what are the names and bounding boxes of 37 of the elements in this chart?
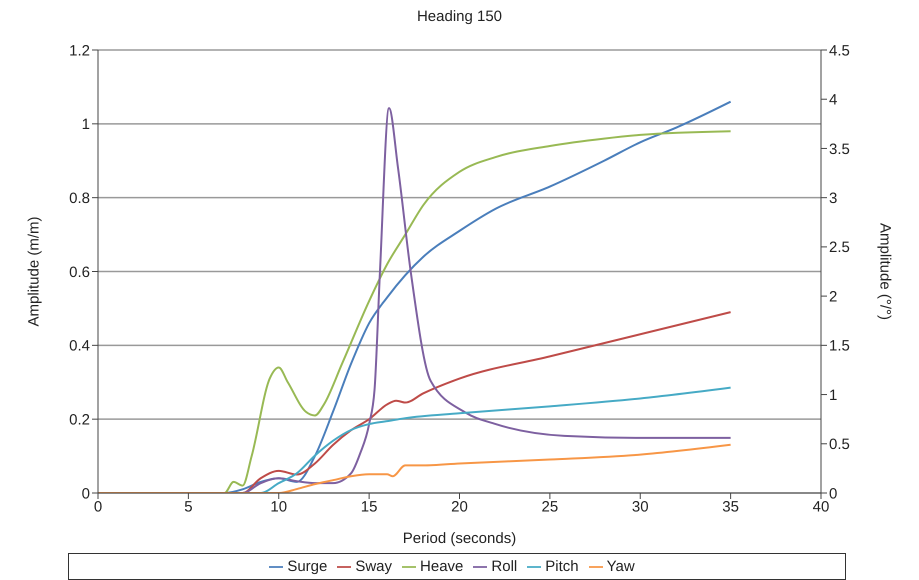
y-tick-label: 0	[82, 485, 90, 502]
y-tick-label: 1.2	[69, 42, 90, 60]
y2-tick-label: 1.5	[829, 338, 850, 355]
y2-tick-label: 4	[829, 92, 838, 109]
y2-tick-label: 2.5	[829, 239, 850, 256]
x-tick-label: 25	[542, 498, 558, 516]
y2-tick-label: 0.5	[829, 436, 850, 454]
x-tick-label: 10	[270, 498, 288, 516]
y-axis-title: Amplitude (m/m)	[25, 216, 42, 327]
y2-tick-label: 0	[829, 485, 838, 502]
legend-label: Yaw	[606, 558, 635, 575]
x-tick-label: 30	[632, 498, 649, 516]
line-series	[98, 444, 732, 493]
x-tick-label: 15	[360, 498, 378, 516]
y2-tick-label: 3	[829, 190, 838, 207]
x-tick-label: 20	[451, 498, 468, 516]
legend-label: Heave	[420, 558, 464, 575]
y2-axis-title: Amplitude (°/°)	[876, 222, 894, 320]
x-tick-label: 40	[812, 498, 830, 516]
chart-title: Heading 150	[416, 8, 504, 27]
y-tick-label: 0.8	[69, 190, 90, 207]
y-tick-label: 0.2	[69, 411, 90, 428]
y-tick-label: 0.6	[69, 264, 90, 281]
legend-label: Sway	[355, 558, 392, 575]
y-tick-label: 1	[82, 116, 90, 134]
y2-tick-label: 1	[829, 386, 838, 404]
legend-label: Roll	[491, 558, 518, 575]
y2-tick-label: 2	[829, 288, 838, 306]
x-tick-label: 5	[184, 498, 193, 516]
y2-tick-label: 3.5	[829, 140, 850, 158]
y2-tick-label: 4.5	[829, 42, 850, 60]
x-axis-title: Period (seconds)	[402, 530, 516, 547]
legend-label: Pitch	[545, 558, 579, 575]
x-tick-label: 0	[94, 498, 102, 516]
y-tick-label: 0.4	[69, 338, 90, 355]
legend-label: Surge	[287, 558, 328, 575]
x-tick-label: 35	[722, 498, 739, 516]
